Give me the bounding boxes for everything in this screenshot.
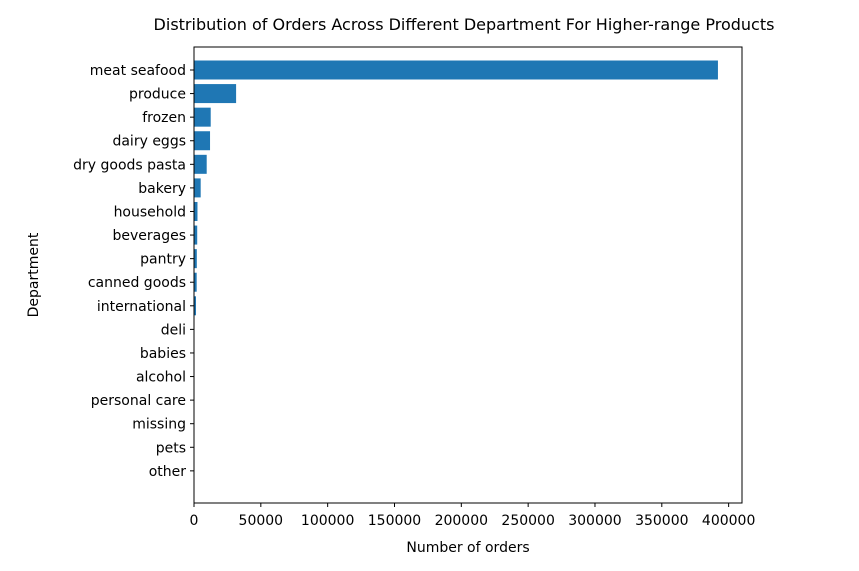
y-tick-label: meat seafood xyxy=(90,63,186,79)
x-axis-ticks: 0 50000 100000 150000 200000 250000 300000 3500… xyxy=(190,503,756,529)
bar-dairy-eggs xyxy=(194,131,210,150)
plot-frame xyxy=(194,47,742,503)
x-tick-label: 400000 xyxy=(702,513,755,529)
y-tick-label: babies xyxy=(140,346,186,362)
x-tick-label: 50000 xyxy=(239,513,284,529)
x-tick-label: 250000 xyxy=(501,513,554,529)
y-tick-label: pantry xyxy=(140,252,186,268)
y-axis-label: Department xyxy=(26,232,42,317)
y-tick-label: international xyxy=(97,299,186,315)
bars-group xyxy=(194,61,718,481)
y-axis-ticks: meat seafood produce frozen dairy eggs dry g… xyxy=(73,63,194,480)
bar-household xyxy=(194,202,197,221)
y-tick-label: pets xyxy=(156,440,186,456)
y-tick-label: deli xyxy=(161,322,186,338)
x-tick-label: 0 xyxy=(190,513,199,529)
y-tick-label: bakery xyxy=(138,181,186,197)
x-tick-label: 300000 xyxy=(568,513,621,529)
x-tick-label: 350000 xyxy=(635,513,688,529)
x-tick-label: 150000 xyxy=(368,513,421,529)
x-tick-label: 200000 xyxy=(435,513,488,529)
y-tick-label: missing xyxy=(132,417,186,433)
y-tick-label: frozen xyxy=(142,110,186,126)
bar-dry-goods-pasta xyxy=(194,155,207,174)
y-tick-label: canned goods xyxy=(88,275,186,291)
x-axis-label: Number of orders xyxy=(406,540,529,556)
y-tick-label: dry goods pasta xyxy=(73,157,186,173)
bar-produce xyxy=(194,84,236,103)
y-tick-label: other xyxy=(149,464,187,480)
bar-bakery xyxy=(194,178,201,197)
y-tick-label: household xyxy=(114,204,186,220)
y-tick-label: personal care xyxy=(91,393,186,409)
y-tick-label: beverages xyxy=(112,228,186,244)
y-tick-label: alcohol xyxy=(136,370,186,386)
chart-title: Distribution of Orders Across Different … xyxy=(154,15,775,34)
x-tick-label: 100000 xyxy=(301,513,354,529)
y-tick-label: produce xyxy=(129,87,186,103)
bar-meat-seafood xyxy=(194,61,718,80)
bar-frozen xyxy=(194,108,211,127)
y-tick-label: dairy eggs xyxy=(112,134,186,150)
